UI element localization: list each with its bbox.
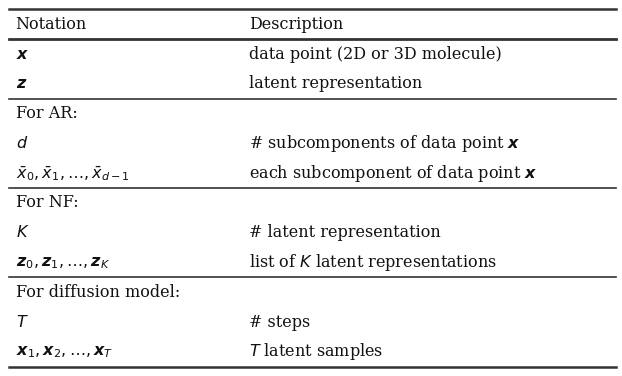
Text: $\boldsymbol{z}_0, \boldsymbol{z}_1, \ldots, \boldsymbol{z}_K$: $\boldsymbol{z}_0, \boldsymbol{z}_1, \ld… — [16, 254, 110, 271]
Text: $\boldsymbol{z}$: $\boldsymbol{z}$ — [16, 75, 27, 92]
Text: $\bar{x}_0, \bar{x}_1, \ldots, \bar{x}_{d-1}$: $\bar{x}_0, \bar{x}_1, \ldots, \bar{x}_{… — [16, 164, 129, 183]
Text: $T$ latent samples: $T$ latent samples — [249, 341, 383, 362]
Text: list of $K$ latent representations: list of $K$ latent representations — [249, 252, 496, 273]
Text: For AR:: For AR: — [16, 105, 77, 122]
Text: $\boldsymbol{x}_1, \boldsymbol{x}_2, \ldots, \boldsymbol{x}_T$: $\boldsymbol{x}_1, \boldsymbol{x}_2, \ld… — [16, 343, 113, 360]
Text: Description: Description — [249, 16, 343, 33]
Text: latent representation: latent representation — [249, 75, 422, 92]
Text: $\boldsymbol{x}$: $\boldsymbol{x}$ — [16, 45, 29, 62]
Text: For diffusion model:: For diffusion model: — [16, 284, 180, 301]
Text: data point (2D or 3D molecule): data point (2D or 3D molecule) — [249, 45, 501, 62]
Text: For NF:: For NF: — [16, 194, 78, 211]
Text: $d$: $d$ — [16, 135, 28, 152]
Text: Notation: Notation — [16, 16, 87, 33]
Text: # latent representation: # latent representation — [249, 224, 440, 241]
Text: # steps: # steps — [249, 314, 310, 331]
Text: $K$: $K$ — [16, 224, 29, 241]
Text: # subcomponents of data point $\boldsymbol{x}$: # subcomponents of data point $\boldsymb… — [249, 133, 521, 154]
Text: $T$: $T$ — [16, 314, 29, 331]
Text: each subcomponent of data point $\boldsymbol{x}$: each subcomponent of data point $\boldsy… — [249, 163, 537, 184]
